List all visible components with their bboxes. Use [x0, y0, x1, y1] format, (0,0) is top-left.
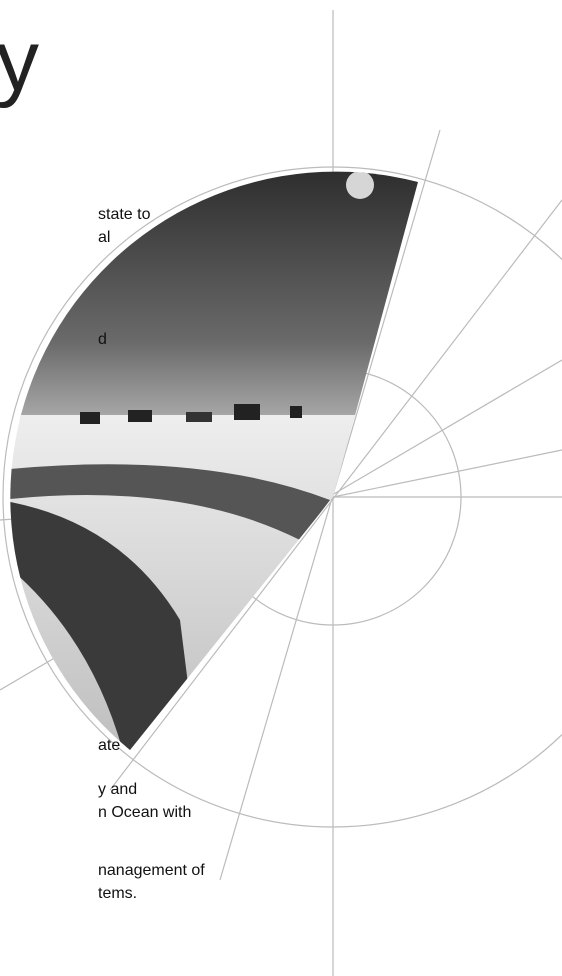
text-line: al [98, 229, 111, 246]
photo [10, 171, 418, 750]
text-line: y and [98, 781, 138, 798]
text-line: d [98, 331, 107, 348]
text-line: state to [98, 206, 151, 223]
paragraph: d [98, 328, 107, 351]
heading: y [0, 13, 39, 109]
text-line: n Ocean with [98, 804, 192, 821]
paragraph: ate [98, 734, 120, 757]
paragraph: y and n Ocean with [98, 778, 191, 824]
paragraph: nanagement of tems. [98, 859, 205, 905]
text-line: ate [98, 737, 121, 754]
paragraph: state to al [98, 203, 150, 249]
text-line: nanagement of [98, 862, 205, 879]
text-line: tems. [98, 885, 138, 902]
